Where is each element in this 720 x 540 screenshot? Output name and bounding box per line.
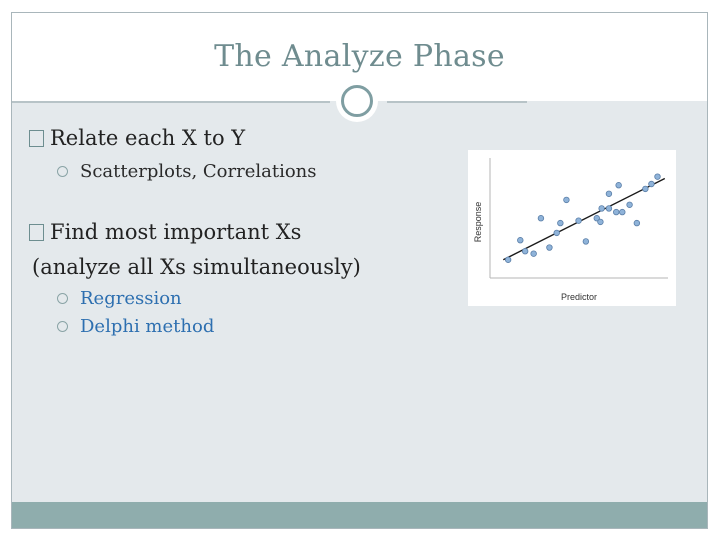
trend-line [502,177,666,261]
footer-bar [12,502,707,528]
scatter-point [642,185,649,193]
scatter-point [557,219,564,227]
ring-bullet-icon [57,166,68,177]
scatter-point [597,218,604,226]
scatter-points [504,173,661,263]
scatter-point [613,208,620,216]
scatter-point [504,256,512,263]
divider-circle-icon [336,80,378,122]
scatter-point [605,205,613,212]
bullet-find-line2: (analyze all Xs simultaneously) [32,255,361,279]
scatter-point [546,244,553,251]
sub-bullet-scatterplots: Scatterplots, Correlations [57,161,317,182]
sub-bullet-text: Regression [80,288,182,309]
scatter-point [633,219,641,227]
bullet-find: Find most important Xs [29,220,301,244]
checkbox-bullet-icon [29,224,44,241]
bullet-text-line2: (analyze all Xs simultaneously) [32,255,361,279]
scatterplot-svg: Predictor Response [473,158,668,302]
scatter-point [537,215,545,222]
title-divider-left [12,101,330,103]
sub-bullet-text: Scatterplots, Correlations [80,161,317,182]
checkbox-bullet-icon [29,130,44,147]
bullet-relate: Relate each X to Y [29,126,245,150]
slide: The Analyze Phase Relate each X to Y Sca… [11,12,708,529]
scatter-point [530,250,537,257]
scatter-point [648,180,655,188]
y-axis-label: Response [473,202,483,243]
scatter-point [605,190,613,197]
scatter-point [654,173,661,180]
scatterplot-image: Predictor Response [468,150,676,306]
x-axis-label: Predictor [561,292,597,302]
scatter-point [615,182,622,189]
sub-bullet-delphi: Delphi method [57,316,214,337]
scatter-point [582,238,590,245]
scatter-point [619,208,626,216]
scatter-point [553,229,560,237]
scatter-point [521,248,529,255]
sub-bullet-regression: Regression [57,288,182,309]
scatter-point [598,205,605,212]
bullet-text: Find most important Xs [50,220,302,244]
divider-ring [341,85,373,117]
scatter-point [575,217,582,224]
sub-bullet-text: Delphi method [80,316,215,337]
scatter-point [517,237,524,244]
slide-title: The Analyze Phase [214,39,505,74]
scatter-point [563,196,570,204]
bullet-text: Relate each X to Y [50,126,246,150]
ring-bullet-icon [57,321,68,332]
title-divider-right [387,101,527,103]
ring-bullet-icon [57,293,68,304]
scatter-point [626,201,633,208]
